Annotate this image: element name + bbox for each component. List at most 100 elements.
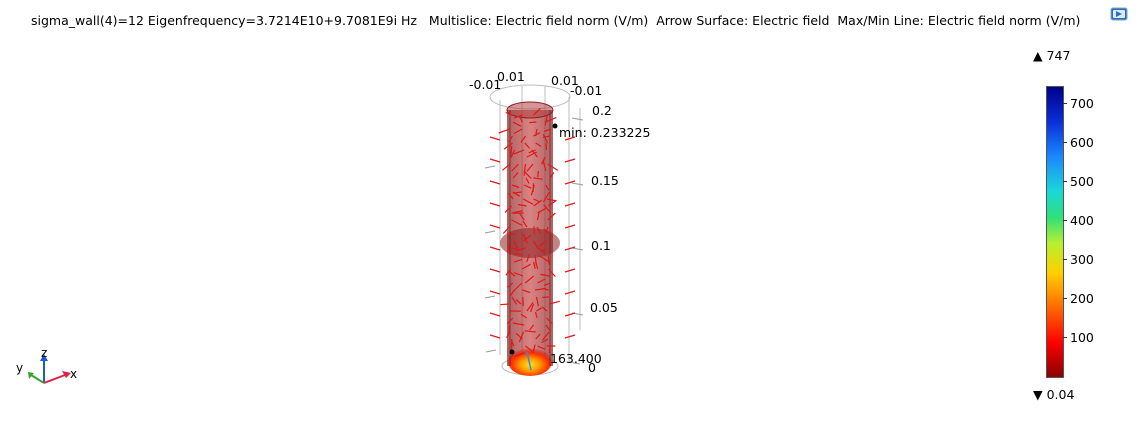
field-arrow xyxy=(564,202,576,207)
field-arrow xyxy=(532,240,539,249)
field-arrow xyxy=(512,172,519,179)
colorbar-tick xyxy=(1063,259,1067,260)
field-arrow xyxy=(507,282,514,288)
axis-label-z-0-1: 0.1 xyxy=(591,238,611,253)
field-arrow xyxy=(549,171,555,179)
field-arrow xyxy=(526,151,538,158)
field-arrow xyxy=(519,212,525,221)
field-arrow xyxy=(530,303,535,313)
field-arrow xyxy=(545,226,549,233)
triad-z-label: z xyxy=(41,346,48,360)
field-arrow xyxy=(489,246,501,251)
field-arrow xyxy=(531,149,538,158)
field-arrow xyxy=(546,198,557,202)
field-arrow xyxy=(541,338,549,344)
field-arrow xyxy=(537,170,539,178)
field-arrow xyxy=(514,258,523,263)
field-arrow xyxy=(532,261,536,269)
field-arrow xyxy=(541,247,547,253)
cylinder xyxy=(500,101,560,376)
axis-triad: z y x xyxy=(14,345,84,390)
field-arrow xyxy=(526,302,534,312)
field-arrow xyxy=(564,136,576,141)
field-arrow xyxy=(536,226,542,234)
field-arrow xyxy=(515,299,522,305)
field-arrow xyxy=(510,145,513,158)
field-arrow xyxy=(523,163,526,176)
colorbar-tick-label-600: 600 xyxy=(1070,135,1094,150)
axis-label-z-0: 0 xyxy=(588,360,596,375)
field-arrow xyxy=(543,282,551,286)
axis-label-y-neg: -0.01 xyxy=(570,83,603,98)
field-arrow xyxy=(489,312,501,317)
field-arrow xyxy=(489,180,501,185)
field-arrow xyxy=(525,177,530,184)
field-arrow xyxy=(535,333,541,340)
field-arrow xyxy=(543,204,552,214)
field-arrow xyxy=(515,352,525,357)
field-arrow xyxy=(526,253,530,263)
field-arrow xyxy=(512,322,525,326)
field-arrow xyxy=(538,247,546,254)
field-arrow xyxy=(502,163,511,171)
field-arrow xyxy=(518,331,525,343)
axis-label-x-pos: 0.01 xyxy=(497,69,525,84)
field-arrow xyxy=(529,324,534,331)
field-arrow xyxy=(532,344,536,354)
image-export-icon[interactable] xyxy=(1110,6,1128,21)
field-arrow xyxy=(508,232,515,235)
field-arrow xyxy=(524,142,531,149)
colorbar-tick-label-700: 700 xyxy=(1070,96,1094,111)
triad-y-label: y xyxy=(16,361,24,375)
triad-x-label: x xyxy=(70,367,78,381)
field-arrow xyxy=(543,128,552,133)
colorbar-tick xyxy=(1063,220,1067,221)
field-arrow xyxy=(536,307,543,312)
field-arrow xyxy=(506,317,514,325)
field-arrow xyxy=(505,268,512,276)
axis-label-z-0-05: 0.05 xyxy=(590,300,618,315)
field-arrow xyxy=(535,261,539,270)
field-arrow xyxy=(542,191,550,203)
field-arrow xyxy=(507,243,511,256)
field-arrow xyxy=(547,212,556,221)
field-arrow xyxy=(522,198,534,205)
field-arrow xyxy=(510,149,516,158)
field-arrow xyxy=(510,247,518,250)
colorbar-max-label: ▲ 747 xyxy=(1033,48,1071,63)
field-arrow xyxy=(513,191,522,194)
colorbar-tick-label-200: 200 xyxy=(1070,291,1094,306)
field-arrow xyxy=(544,114,549,126)
field-arrow xyxy=(543,228,551,235)
field-arrow xyxy=(512,121,522,127)
field-arrow xyxy=(522,233,528,244)
field-arrow xyxy=(526,163,534,172)
field-arrow xyxy=(564,268,576,273)
field-arrow xyxy=(489,268,501,273)
field-arrow xyxy=(511,163,519,172)
field-arrow xyxy=(517,203,527,207)
colorbar-tick xyxy=(1063,181,1067,182)
field-arrow xyxy=(548,268,556,278)
field-arrow xyxy=(542,287,549,291)
field-arrow xyxy=(525,345,533,352)
field-arrow xyxy=(533,226,535,235)
field-arrow xyxy=(503,142,513,150)
max-marker xyxy=(509,349,515,355)
field-arrow xyxy=(545,324,552,332)
field-arrow xyxy=(564,290,576,295)
field-arrow xyxy=(508,135,513,143)
colorbar-tick xyxy=(1063,142,1067,143)
field-arrow xyxy=(500,303,510,306)
field-arrow xyxy=(523,184,532,189)
field-arrow xyxy=(542,161,547,172)
colorbar-tick xyxy=(1063,337,1067,338)
field-arrow xyxy=(504,205,513,213)
field-arrow xyxy=(502,226,510,234)
field-arrow xyxy=(545,117,557,123)
field-arrow xyxy=(513,128,523,135)
field-arrow xyxy=(521,263,531,270)
field-arrow xyxy=(537,278,546,284)
